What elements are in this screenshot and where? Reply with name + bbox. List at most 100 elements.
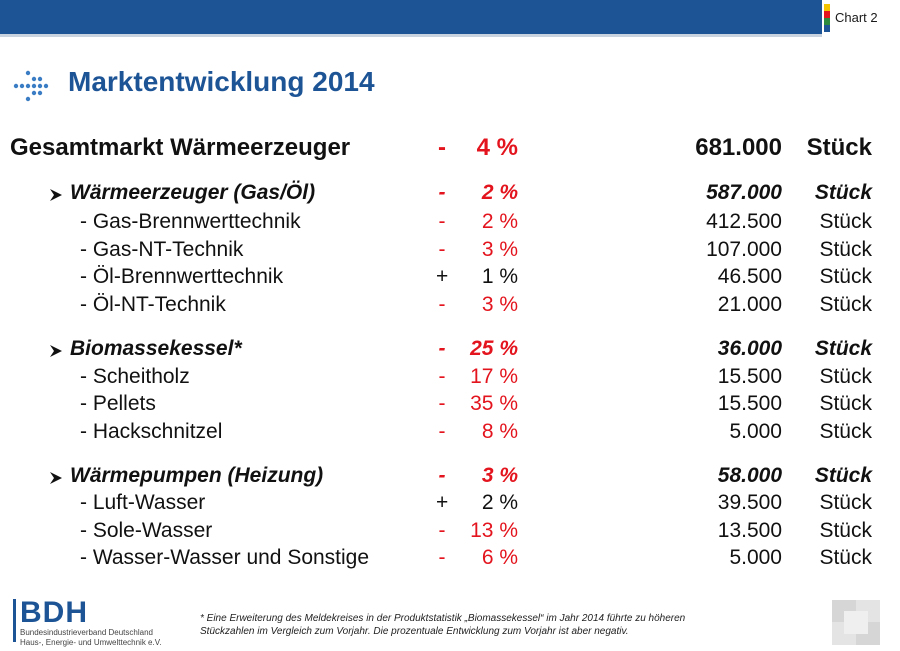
row-sign: - (438, 519, 446, 542)
corner-decoration-icon (832, 600, 880, 645)
row-unit: Stück (819, 238, 872, 261)
row-unit: Stück (819, 365, 872, 388)
color-strip-segment (824, 18, 830, 25)
page-title: Marktentwicklung 2014 (68, 66, 375, 97)
row-label: Gesamtmarkt Wärmeerzeuger (10, 134, 351, 161)
row-unit: Stück (819, 519, 872, 542)
item-row: - Sole-Wasser - 13 % 13.500 Stück (0, 519, 900, 547)
item-row: - Öl-Brennwerttechnik + 1 % 46.500 Stück (0, 265, 900, 293)
row-sign: - (438, 181, 446, 204)
group-row-gas-oel: Wärmeerzeuger (Gas/Öl) - 2 % 587.000 Stü… (0, 181, 900, 209)
row-unit: Stück (814, 181, 872, 204)
row-percent: 3 % (481, 464, 518, 487)
row-sign: - (438, 238, 446, 261)
row-unit: Stück (819, 491, 872, 514)
row-value: 46.500 (717, 265, 782, 288)
row-label: - Hackschnitzel (80, 420, 223, 443)
row-value: 13.500 (717, 519, 782, 542)
row-unit: Stück (806, 134, 872, 161)
row-unit: Stück (819, 546, 872, 569)
row-label: - Gas-Brennwerttechnik (80, 210, 301, 233)
item-row: - Öl-NT-Technik - 3 % 21.000 Stück (0, 293, 900, 321)
row-unit: Stück (819, 210, 872, 233)
logo-subtitle-line2: Haus-, Energie- und Umwelttechnik e.V. (20, 638, 162, 647)
arrowhead-bullet-icon (50, 472, 62, 484)
row-value: 587.000 (706, 181, 782, 204)
color-strip (824, 4, 830, 32)
row-percent: 1 % (481, 265, 518, 288)
row-sign: - (438, 392, 446, 415)
row-percent: 25 % (470, 337, 518, 360)
color-strip-segment (824, 25, 830, 32)
row-label: - Sole-Wasser (80, 519, 213, 542)
row-label: - Gas-NT-Technik (80, 238, 244, 261)
row-percent: 8 % (481, 420, 518, 443)
row-value: 412.500 (706, 210, 782, 233)
header-divider (0, 34, 822, 37)
row-sign: - (438, 464, 446, 487)
row-value: 5.000 (729, 546, 782, 569)
row-unit: Stück (819, 265, 872, 288)
row-percent: 2 % (481, 491, 518, 514)
row-value: 107.000 (706, 238, 782, 261)
row-percent: 17 % (470, 365, 518, 388)
item-row: - Scheitholz - 17 % 15.500 Stück (0, 365, 900, 393)
header-bar (0, 0, 822, 34)
row-value: 5.000 (729, 420, 782, 443)
group-row-waermepumpen: Wärmepumpen (Heizung) - 3 % 58.000 Stück (0, 464, 900, 492)
item-row: - Gas-Brennwerttechnik - 2 % 412.500 Stü… (0, 210, 900, 238)
row-unit: Stück (819, 420, 872, 443)
row-label: Biomassekessel* (70, 337, 242, 360)
row-value: 39.500 (717, 491, 782, 514)
row-sign: - (438, 134, 446, 161)
color-strip-segment (824, 4, 830, 11)
row-percent: 2 % (481, 210, 518, 233)
row-label: - Öl-Brennwerttechnik (80, 265, 284, 288)
row-percent: 6 % (481, 546, 518, 569)
logo-subtitle-line1: Bundesindustrieverband Deutschland (20, 628, 153, 637)
item-row: - Gas-NT-Technik - 3 % 107.000 Stück (0, 238, 900, 266)
item-row: - Wasser-Wasser und Sonstige - 6 % 5.000… (0, 546, 900, 574)
item-row: - Luft-Wasser + 2 % 39.500 Stück (0, 491, 900, 519)
row-label: - Luft-Wasser (80, 491, 206, 514)
logo-accent-bar (13, 599, 16, 642)
row-percent: 4 % (476, 134, 518, 161)
item-row: - Pellets - 35 % 15.500 Stück (0, 392, 900, 420)
row-sign: - (438, 420, 446, 443)
row-value: 15.500 (717, 365, 782, 388)
row-label: Wärmeerzeuger (Gas/Öl) (70, 181, 316, 204)
total-row: Gesamtmarkt Wärmeerzeuger - 4 % 681.000 … (0, 134, 900, 162)
row-percent: 3 % (481, 293, 518, 316)
row-sign: - (438, 365, 446, 388)
arrowhead-bullet-icon (50, 189, 62, 201)
row-sign: - (438, 293, 446, 316)
row-value: 681.000 (695, 134, 782, 161)
row-unit: Stück (819, 392, 872, 415)
row-unit: Stück (819, 293, 872, 316)
footnote: * Eine Erweiterung des Meldekreises in d… (200, 612, 800, 638)
color-strip-segment (824, 11, 830, 18)
arrow-dots-icon (13, 70, 49, 102)
row-sign: - (438, 210, 446, 233)
row-value: 15.500 (717, 392, 782, 415)
row-value: 36.000 (717, 337, 782, 360)
row-percent: 2 % (481, 181, 518, 204)
row-label: - Scheitholz (80, 365, 190, 388)
group-row-biomasse: Biomassekessel* - 25 % 36.000 Stück (0, 337, 900, 365)
bdh-logo: BDH (20, 596, 88, 629)
footnote-line1: * Eine Erweiterung des Meldekreises in d… (200, 613, 686, 624)
row-label: - Pellets (80, 392, 156, 415)
row-percent: 35 % (470, 392, 518, 415)
chart-label: Chart 2 (835, 10, 878, 25)
chart-tag (822, 0, 900, 34)
row-percent: 13 % (470, 519, 518, 542)
row-label: Wärmepumpen (Heizung) (70, 464, 324, 487)
item-row: - Hackschnitzel - 8 % 5.000 Stück (0, 420, 900, 448)
footnote-line2: Stückzahlen im Vergleich zum Vorjahr. Di… (200, 626, 629, 637)
row-unit: Stück (814, 337, 872, 360)
row-sign: + (436, 265, 449, 288)
row-sign: - (438, 337, 446, 360)
row-unit: Stück (814, 464, 872, 487)
row-label: - Öl-NT-Technik (80, 293, 226, 316)
row-value: 21.000 (717, 293, 782, 316)
